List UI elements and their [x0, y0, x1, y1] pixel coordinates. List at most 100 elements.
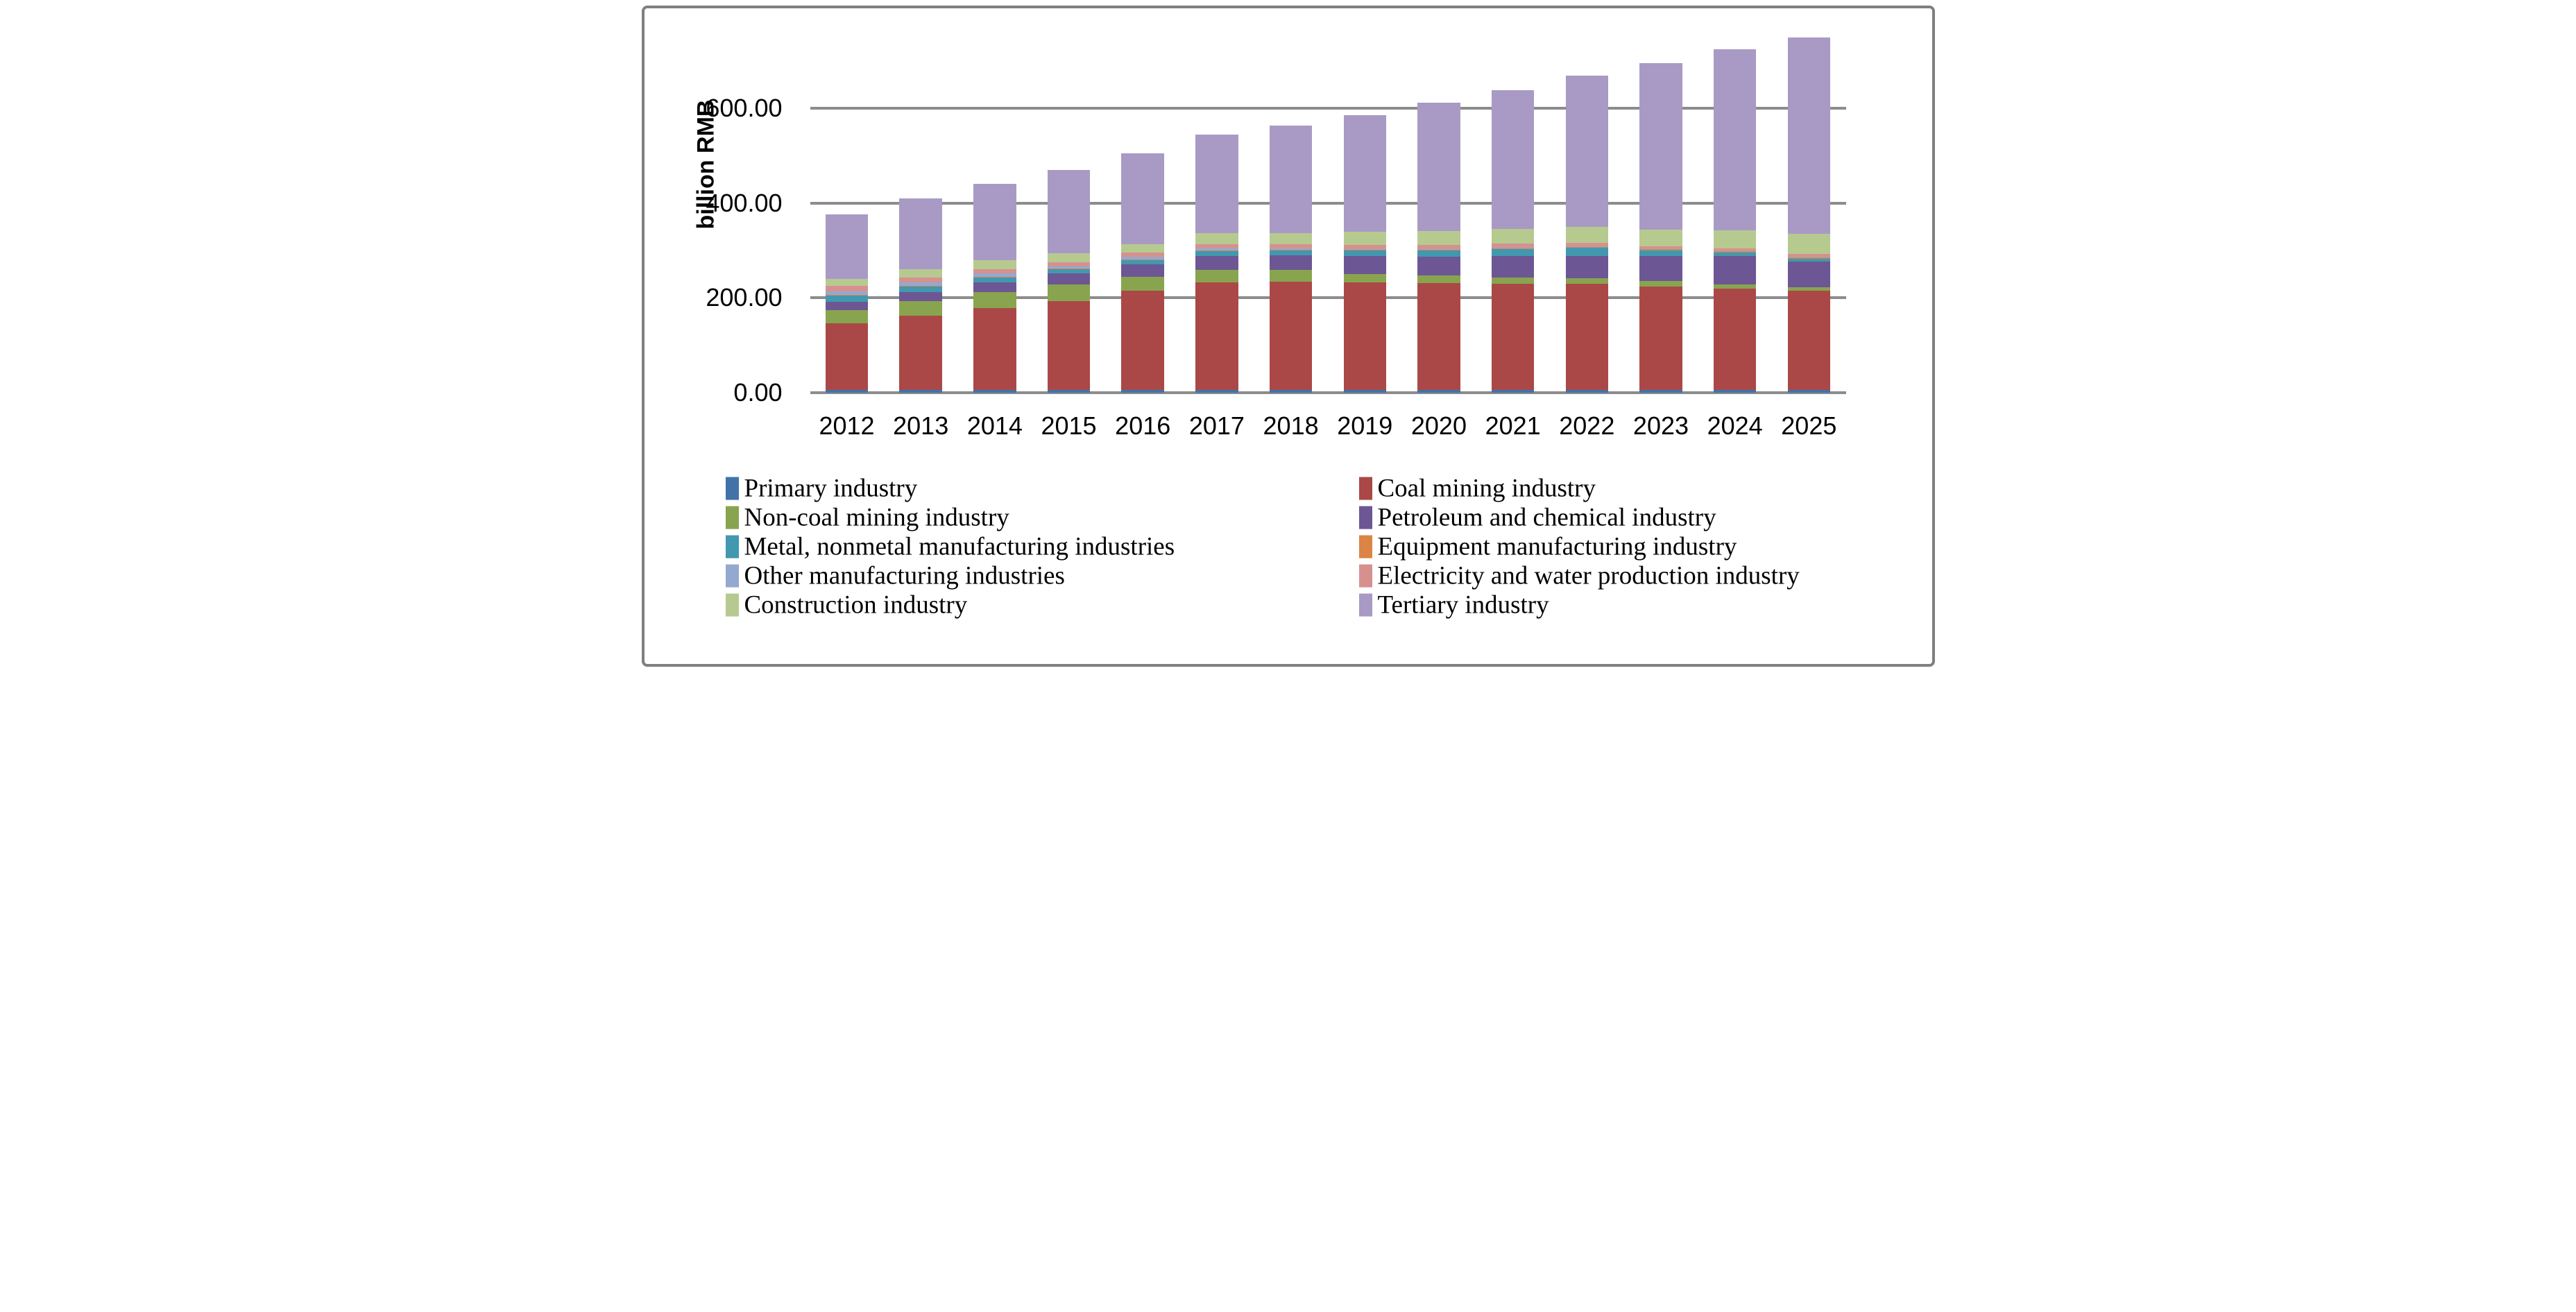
bar-2023 [1639, 63, 1682, 393]
bar-segment [1639, 246, 1682, 249]
bar-segment [1047, 389, 1091, 393]
legend-label: Coal mining industry [1377, 474, 1596, 503]
bar-segment [1491, 389, 1535, 393]
bar-segment [825, 295, 869, 296]
x-axis-tick-label: 2013 [893, 411, 949, 440]
legend-swatch [1358, 535, 1372, 559]
bar-segment [1343, 114, 1386, 232]
x-axis-tick-label: 2012 [819, 411, 875, 440]
bar-segment [1195, 251, 1238, 256]
bar-segment [1491, 256, 1535, 278]
legend-swatch [725, 535, 739, 559]
bar-segment [899, 286, 942, 287]
bar-segment [1195, 282, 1238, 390]
legend-label: Metal, nonmetal manufacturing industries [744, 532, 1175, 561]
legend-swatch [725, 564, 739, 588]
bar-segment [825, 291, 869, 296]
bar-segment [1121, 244, 1164, 253]
bar-segment [1713, 389, 1757, 393]
bar-segment [899, 389, 942, 393]
bar-segment [1047, 269, 1091, 273]
bar-segment [1343, 250, 1386, 257]
bar-2021 [1491, 90, 1535, 393]
bar-segment [1417, 275, 1460, 283]
bar-segment [1713, 284, 1757, 289]
gridline-400 [810, 201, 1846, 205]
bar-segment [899, 282, 942, 287]
bar-segment [1565, 246, 1609, 248]
bar-segment [899, 301, 942, 316]
x-axis-tick-label: 2022 [1559, 411, 1615, 440]
bar-segment [1269, 232, 1313, 245]
bar-segment [1417, 230, 1460, 246]
bar-segment [1713, 230, 1757, 248]
legend-swatch [725, 593, 739, 617]
bar-segment [1269, 125, 1313, 233]
bar-segment [973, 292, 1016, 309]
bar-segment [973, 183, 1016, 261]
bar-segment [1565, 389, 1609, 393]
bar-segment [1491, 277, 1535, 284]
bar-segment [1269, 248, 1313, 250]
bar-segment [1121, 257, 1164, 259]
legend-label: Tertiary industry [1377, 590, 1549, 620]
legend-label: Equipment manufacturing industry [1377, 532, 1737, 561]
bar-segment [1343, 282, 1386, 390]
bar-segment [1195, 389, 1238, 393]
bar-segment [1787, 261, 1831, 287]
bar-segment [825, 310, 869, 323]
bar-segment [973, 308, 1016, 390]
bar-segment [1491, 284, 1535, 390]
bar-segment [1047, 266, 1091, 269]
bar-segment [1047, 284, 1091, 301]
x-axis-tick-label: 2019 [1337, 411, 1393, 440]
legend-label: Petroleum and chemical industry [1377, 503, 1716, 532]
bar-segment [899, 278, 942, 283]
bar-segment [1121, 253, 1164, 257]
legend-label: Non-coal mining industry [744, 503, 1009, 532]
bar-segment [1343, 248, 1386, 250]
bar-2022 [1565, 75, 1609, 393]
bar-segment [1047, 273, 1091, 284]
bar-segment [1343, 389, 1386, 393]
bar-segment [1787, 291, 1831, 390]
bar-segment [1121, 291, 1164, 390]
bar-2013 [899, 198, 942, 393]
bar-2014 [973, 183, 1016, 393]
bar-segment [1417, 250, 1460, 257]
bar-segment [1787, 258, 1831, 262]
bar-segment [1639, 229, 1682, 247]
legend-swatch [1358, 564, 1372, 588]
gridline-600 [810, 106, 1846, 110]
bar-segment [1047, 300, 1091, 390]
bar-segment [1195, 244, 1238, 249]
bar-segment [1417, 389, 1460, 393]
bar-segment [1639, 389, 1682, 393]
bar-segment [1639, 256, 1682, 282]
bar-segment [973, 269, 1016, 274]
bar-segment [973, 277, 1016, 282]
gridline-200 [810, 296, 1846, 300]
bar-segment [1047, 169, 1091, 254]
bar-segment [1269, 250, 1313, 255]
bar-segment [1565, 75, 1609, 227]
bar-2015 [1047, 169, 1091, 393]
y-axis-tick-label: 600.00 [706, 93, 783, 122]
bar-segment [825, 295, 869, 303]
bar-segment [1639, 281, 1682, 287]
bar-segment [1491, 244, 1535, 248]
bar-2017 [1195, 135, 1238, 393]
bar-segment [1417, 256, 1460, 275]
bar-segment [1639, 250, 1682, 257]
bar-segment [1787, 256, 1831, 259]
bar-segment [1343, 231, 1386, 245]
bar-2025 [1787, 37, 1831, 393]
bar-segment [1565, 278, 1609, 284]
bar-segment [1343, 273, 1386, 283]
bar-2018 [1269, 125, 1313, 393]
bar-segment [1565, 243, 1609, 246]
bar-segment [1343, 244, 1386, 249]
x-axis-tick-label: 2018 [1263, 411, 1319, 440]
bar-segment [1195, 250, 1238, 251]
chart-frame: 600.00 400.00 200.00 0.00 billion RMB 2012 201… [641, 6, 1935, 667]
